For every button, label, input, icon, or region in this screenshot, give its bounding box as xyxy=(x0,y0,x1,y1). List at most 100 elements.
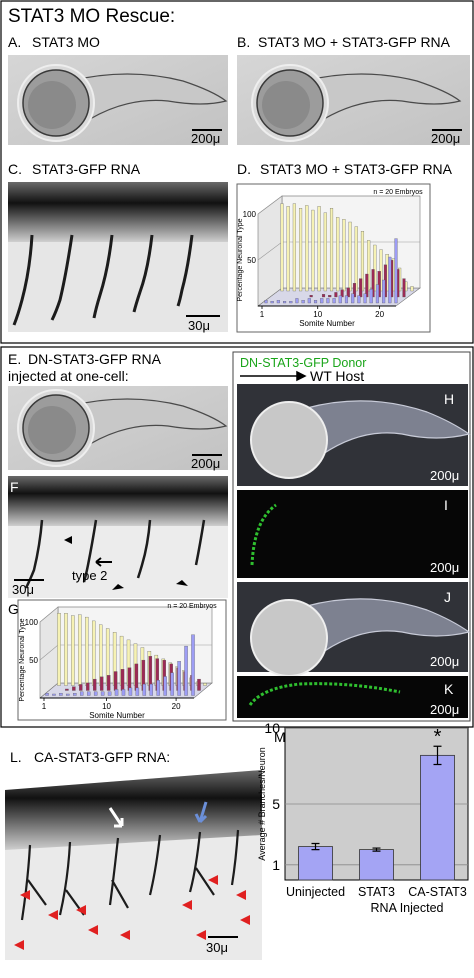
bar xyxy=(66,693,70,696)
bar xyxy=(92,620,96,686)
panel-letter: I xyxy=(444,497,448,513)
bar xyxy=(79,684,83,691)
bar xyxy=(86,682,90,691)
bar xyxy=(354,226,358,292)
panel-letter: A. xyxy=(8,34,21,50)
bar xyxy=(270,301,274,304)
scale-label: 200μ xyxy=(191,456,220,471)
x-tick-label: Uninjected xyxy=(286,885,345,899)
bar xyxy=(323,212,327,292)
annotation: type 2 xyxy=(72,568,107,583)
y-tick-label: 1 xyxy=(272,857,280,873)
bar xyxy=(114,689,119,696)
scale-label: 200μ xyxy=(430,468,459,483)
y-tick-label: 10 xyxy=(264,720,280,736)
panel-title: DN-STAT3-GFP RNA xyxy=(28,351,162,367)
y-tick-label: 100 xyxy=(25,618,39,627)
bar xyxy=(336,217,340,292)
bar xyxy=(120,669,125,691)
grid-line xyxy=(39,606,212,623)
bar xyxy=(344,295,349,304)
x-axis-label: RNA Injected xyxy=(371,901,444,915)
bar xyxy=(264,300,268,304)
bar xyxy=(363,293,367,304)
x-axis-label: Somite Number xyxy=(299,319,355,328)
bar xyxy=(295,298,299,304)
panel-letter: M xyxy=(274,729,286,745)
x-tick-label: 1 xyxy=(42,702,47,711)
bar xyxy=(340,289,344,298)
bar xyxy=(65,688,69,691)
bar xyxy=(45,693,49,696)
bar xyxy=(388,256,392,304)
bar xyxy=(276,300,280,304)
bar xyxy=(99,676,104,691)
panel-letter: K xyxy=(444,681,454,697)
bar xyxy=(57,613,61,686)
bar xyxy=(170,672,174,696)
bar xyxy=(71,615,75,686)
panel-title: STAT3 MO + STAT3-GFP RNA xyxy=(258,34,451,50)
y-axis-label: Percentage Neuronal Type xyxy=(237,218,244,301)
panel-title: STAT3 MO + STAT3-GFP RNA xyxy=(260,161,453,177)
bar xyxy=(346,287,350,298)
x-tick-label: 20 xyxy=(172,702,181,711)
micrograph-band xyxy=(8,476,228,526)
panel-letter: J xyxy=(444,589,451,605)
x-tick-label: STAT3 xyxy=(358,885,395,899)
arrow xyxy=(108,807,124,828)
panel-title: STAT3 MO xyxy=(32,34,100,50)
gfp-signal xyxy=(250,503,277,566)
section-frame xyxy=(0,346,474,728)
panel-letter: L. xyxy=(10,749,22,765)
bar xyxy=(197,678,201,691)
section-frame xyxy=(0,0,474,344)
panel-letter: G xyxy=(8,601,19,617)
micrograph xyxy=(237,676,468,718)
neurons xyxy=(20,829,240,921)
host-label: WT Host xyxy=(310,368,364,384)
bar xyxy=(367,240,371,292)
y-tick-label: 50 xyxy=(247,256,256,265)
section-title: STAT3 MO Rescue: xyxy=(8,6,175,27)
bar xyxy=(369,289,373,304)
bar xyxy=(352,283,357,298)
bar xyxy=(317,206,321,292)
neurons xyxy=(12,234,194,326)
bar xyxy=(184,645,188,696)
bar xyxy=(121,689,126,696)
bar xyxy=(93,691,98,696)
bar xyxy=(360,231,365,292)
bar xyxy=(307,298,311,304)
y-tick-label: 100 xyxy=(243,210,257,219)
y-tick-label: 50 xyxy=(29,656,38,665)
bar xyxy=(203,683,207,686)
micrograph-band xyxy=(5,770,262,850)
x-tick-label: 10 xyxy=(313,310,322,319)
bar xyxy=(52,693,56,696)
scale-label: 200μ xyxy=(431,131,460,146)
y-tick-label: 5 xyxy=(272,796,280,812)
bar xyxy=(134,663,139,691)
bar xyxy=(80,691,84,696)
bar xyxy=(93,678,97,691)
bar xyxy=(85,616,89,686)
bar xyxy=(311,209,315,292)
bar xyxy=(326,298,330,304)
bar xyxy=(292,203,296,292)
panel-letter: B. xyxy=(237,34,250,50)
bar xyxy=(107,691,112,696)
x-axis-label: Somite Number xyxy=(89,711,145,720)
bar xyxy=(283,301,287,304)
bar xyxy=(106,675,111,691)
bar xyxy=(321,294,326,298)
bar xyxy=(357,295,361,304)
arrow xyxy=(95,557,112,567)
bar xyxy=(286,206,290,292)
panel-letter: H xyxy=(444,391,454,407)
bar xyxy=(64,613,68,686)
bar xyxy=(359,849,394,881)
bar xyxy=(348,221,352,292)
